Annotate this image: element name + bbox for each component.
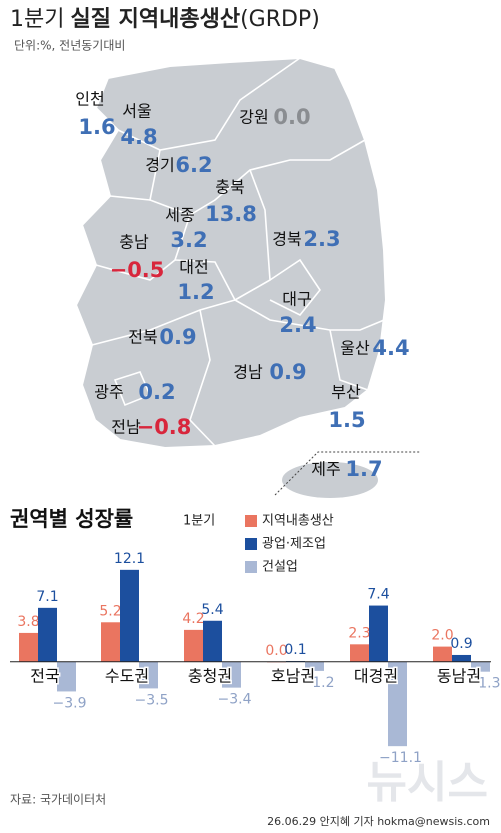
region-value: 0.9 [159, 325, 196, 349]
category-label: 동남권 [437, 666, 481, 685]
source: 자료: 국가데이터처 [10, 793, 106, 807]
title-bold: 실질 지역내총생산 [70, 7, 240, 32]
jeju [282, 462, 378, 498]
title: 1분기 실질 지역내총생산(GRDP) [10, 7, 320, 32]
category-label: 호남권 [271, 666, 315, 685]
value-label: 2.3 [348, 625, 370, 641]
value-label: 2.0 [431, 628, 453, 644]
value-label: 0.1 [284, 642, 306, 658]
region-value: 1.5 [328, 408, 365, 432]
bar [369, 605, 388, 662]
bar [350, 644, 369, 662]
value-label: −11.1 [379, 750, 422, 766]
value-label: 5.4 [201, 602, 223, 618]
region-value: −0.5 [110, 258, 165, 282]
borders [91, 57, 385, 447]
region-name: 울산 [340, 339, 370, 358]
title-light: 1분기 [10, 7, 64, 32]
region-name: 부산 [331, 383, 361, 402]
region-name: 경남 [233, 363, 263, 382]
region-name: 서울 [122, 102, 151, 121]
region-name: 세종 [165, 206, 194, 225]
value-label: −3.5 [135, 692, 169, 708]
map [74, 56, 420, 498]
region-name: 대구 [282, 290, 311, 309]
region-value: 4.4 [372, 336, 409, 360]
bar [19, 632, 38, 662]
category-label: 수도권 [105, 666, 149, 685]
region-name: 대전 [179, 258, 208, 277]
value-label: 7.4 [367, 587, 389, 603]
legend-label: 지역내총생산 [262, 514, 334, 529]
region-value: 2.4 [279, 313, 316, 337]
region-value: 3.2 [170, 228, 207, 252]
mainland [74, 56, 388, 450]
region-value: 1.7 [345, 457, 382, 481]
watermark: 뉴시스 [367, 757, 488, 808]
legend-swatch [245, 561, 257, 573]
region-value: −0.8 [137, 415, 192, 439]
region-value: 1.2 [177, 280, 214, 304]
value-label: 0.0 [265, 643, 287, 659]
bar [471, 661, 490, 672]
region-value: 2.3 [303, 227, 340, 251]
bar [433, 646, 452, 662]
bar [120, 569, 139, 662]
value-label: −1.3 [467, 676, 501, 692]
value-label: −3.9 [53, 695, 87, 711]
value-label: −1.2 [301, 675, 335, 691]
region-name: 인천 [75, 90, 104, 109]
category-label: 충청권 [188, 666, 232, 685]
bar [139, 661, 158, 689]
bar [305, 661, 324, 671]
value-label: 12.1 [114, 551, 145, 567]
region-value: 0.2 [138, 380, 175, 404]
bar [203, 620, 222, 662]
region-name: 경기 [145, 156, 174, 175]
bar [38, 607, 57, 662]
region-name: 경북 [272, 230, 301, 249]
legend-label: 건설업 [262, 560, 298, 575]
value-label: 3.8 [17, 614, 39, 630]
value-label: 7.1 [36, 589, 58, 605]
title-tail: (GRDP) [240, 7, 320, 32]
region-name: 충북 [215, 178, 244, 197]
value-label: 4.2 [182, 611, 204, 627]
bar [388, 661, 407, 747]
region-value: 0.9 [269, 360, 306, 384]
credit: 26.06.29 안지혜 기자 hokma@newsis.com [267, 815, 490, 828]
jeju-inset-line [274, 451, 420, 496]
bar [222, 661, 241, 688]
region-value: 1.6 [78, 115, 115, 139]
category-label: 전국 [30, 666, 59, 685]
legend-swatch [245, 515, 257, 527]
region-name: 광주 [94, 383, 123, 402]
bar [184, 629, 203, 662]
legend-swatch [245, 538, 257, 550]
bar [57, 661, 76, 692]
bar [452, 654, 471, 662]
region-name: 제주 [311, 460, 340, 479]
subtitle: 단위:%, 전년동기대비 [14, 39, 125, 53]
category-label: 대경권 [354, 666, 398, 685]
legend-label: 광업·제조업 [262, 537, 326, 552]
region-value: 13.8 [205, 202, 257, 226]
region-value: 0.0 [273, 105, 310, 129]
region-name: 전북 [128, 328, 157, 347]
chart-title: 권역별 성장률 [10, 507, 133, 531]
value-label: −3.4 [218, 692, 252, 708]
bar [101, 622, 120, 662]
region-name: 전남 [111, 418, 141, 437]
value-label: 0.9 [450, 636, 472, 652]
region-name: 충남 [119, 233, 149, 252]
region-value: 6.2 [175, 153, 212, 177]
value-label: 5.2 [99, 603, 121, 619]
region-value: 4.8 [120, 125, 157, 149]
legend-title: 1분기 [183, 514, 215, 529]
region-name: 강원 [239, 108, 268, 127]
